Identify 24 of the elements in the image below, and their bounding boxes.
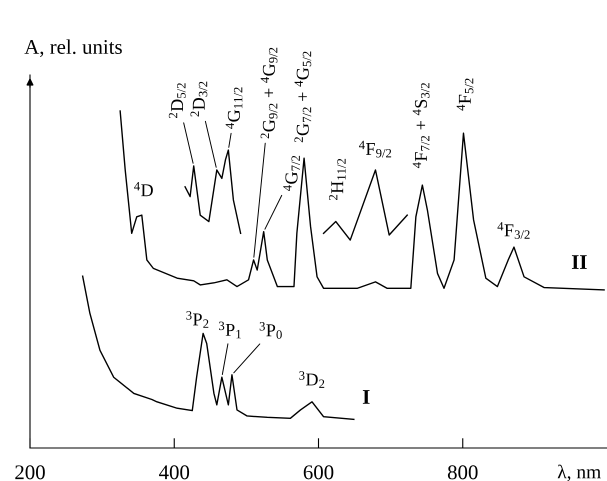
y-axis-title: A, rel. units [24, 39, 122, 57]
annotation: $^{4}$F$_{9/2}$ [358, 140, 392, 158]
x-tick-label: 600 [304, 465, 334, 480]
annotation: $^{3}$P$_{0}$ [260, 322, 282, 339]
annotation: $^{2}$G$_{9/2}$ + $^{4}$G$_{9/2}$ [260, 48, 278, 138]
annotation: $^{4}$F$_{7/2}$ + $^{4}$S$_{3/2}$ [412, 83, 430, 168]
x-tick-label: 200 [15, 465, 45, 480]
annotation: $^{4}$G$_{11/2}$ [226, 87, 242, 129]
annotation: $^{3}$P$_{1}$ [219, 322, 241, 338]
annotation: $^{2}$G$_{7/2}$ + $^{4}$G$_{5/2}$ [294, 52, 312, 142]
x-axis-title: λ, nm [558, 464, 601, 481]
series-label: II [572, 255, 587, 269]
annotation: $^{4}$G$_{7/2}$ [283, 156, 300, 191]
annotation: $^{2}$D$_{5/2}$ [168, 83, 186, 118]
annotation: $^{2}$D$_{3/2}$ [190, 82, 208, 116]
annotation: $^{3}$D$_{2}$ [299, 371, 324, 388]
annotation: $^{2}$H$_{11/2}$ [328, 158, 346, 200]
x-tick-label: 800 [448, 465, 478, 480]
annotation: $^{3}$P$_{2}$ [186, 311, 208, 328]
x-tick-label: 400 [159, 465, 190, 480]
annotation: $^{4}$D [134, 182, 153, 196]
annotation: $^{4}$F$_{3/2}$ [497, 222, 530, 239]
series-label: I [362, 390, 370, 404]
annotation: $^{4}$F$_{5/2}$ [456, 78, 474, 111]
